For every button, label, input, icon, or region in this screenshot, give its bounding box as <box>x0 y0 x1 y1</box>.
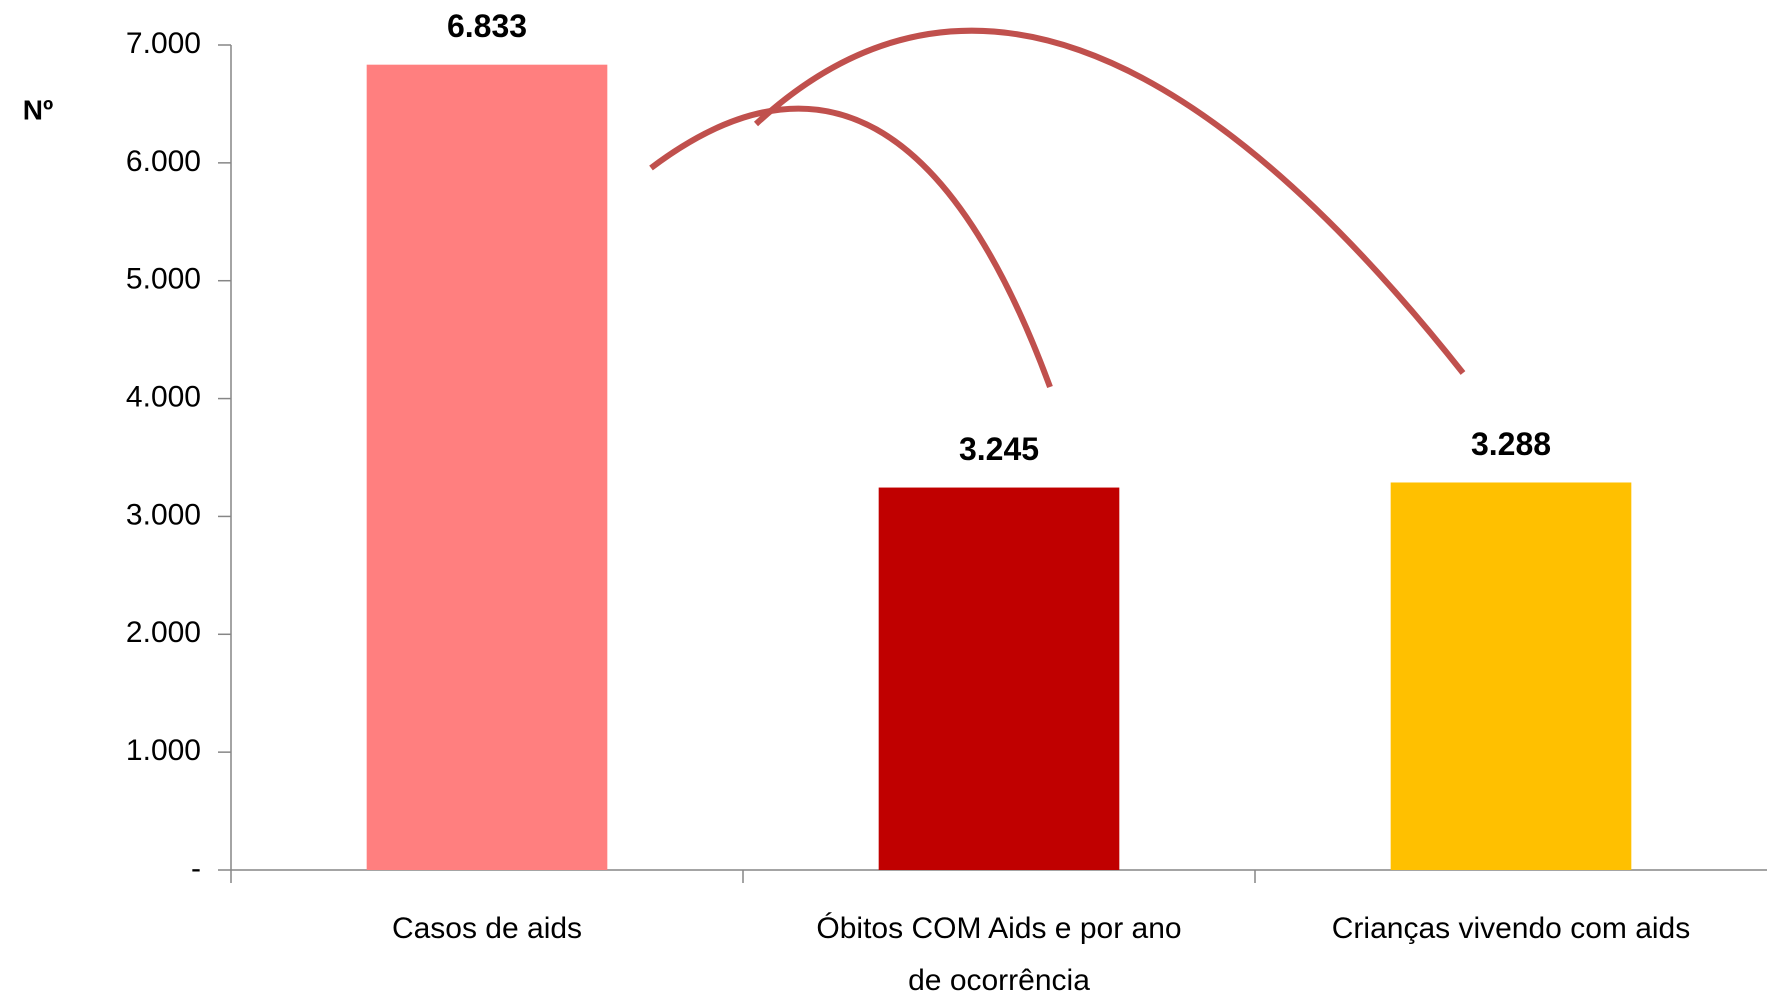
y-tick-label: 5.000 <box>126 263 201 296</box>
y-tick-label: 6.000 <box>126 145 201 178</box>
x-tick-label: Casos de aids <box>392 912 582 945</box>
decorative-arc <box>753 27 1466 375</box>
y-tick-label: 7.000 <box>126 27 201 60</box>
y-tick-label: 2.000 <box>126 616 201 649</box>
y-tick-label: 4.000 <box>126 380 201 413</box>
bar <box>878 487 1120 870</box>
data-label: 3.245 <box>959 431 1039 467</box>
data-label: 6.833 <box>447 8 527 44</box>
bar <box>1390 482 1632 870</box>
y-axis-label: Nº <box>23 94 53 125</box>
bar <box>366 64 608 871</box>
x-tick-label: Óbitos COM Aids e por ano de ocorrência <box>816 912 1181 997</box>
y-tick-label: 3.000 <box>126 498 201 531</box>
decorative-arc <box>649 105 1053 389</box>
y-tick-label: 1.000 <box>126 734 201 767</box>
x-tick-label: Crianças vivendo com aids <box>1332 912 1691 945</box>
data-label: 3.288 <box>1471 426 1551 462</box>
y-tick-label: - <box>191 852 201 885</box>
